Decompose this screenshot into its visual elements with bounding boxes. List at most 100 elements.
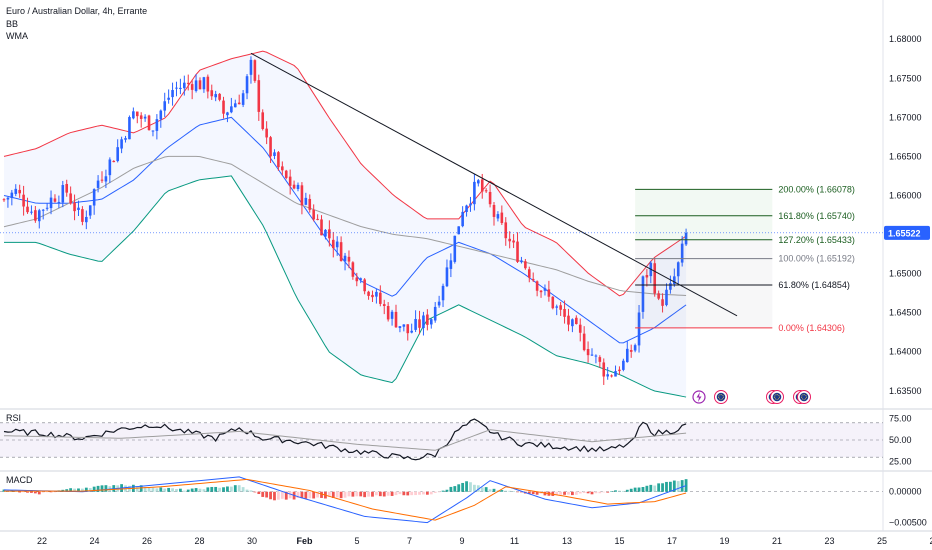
candle bbox=[6, 197, 10, 208]
price-tick-label: 1.67500 bbox=[889, 73, 922, 83]
trendline-line bbox=[250, 52, 738, 317]
event-icon-stars bbox=[718, 394, 724, 400]
macd-histogram-bar bbox=[288, 491, 292, 499]
candle-body bbox=[390, 311, 394, 319]
macd-histogram-bar bbox=[2, 489, 6, 492]
macd-histogram-bar bbox=[179, 488, 182, 492]
macd-histogram-bar bbox=[449, 486, 453, 492]
candle bbox=[112, 160, 116, 163]
candle-body bbox=[684, 232, 688, 245]
candle bbox=[249, 56, 253, 84]
macd-histogram-bar bbox=[139, 485, 143, 492]
macd-histogram-bar bbox=[563, 491, 566, 495]
candle bbox=[194, 74, 198, 93]
candle bbox=[179, 78, 182, 95]
macd-histogram-bar bbox=[492, 488, 496, 492]
macd-histogram-bar bbox=[672, 480, 676, 492]
candle bbox=[324, 229, 327, 240]
macd-histogram-bar bbox=[45, 491, 49, 493]
candle bbox=[186, 74, 190, 91]
candle-body bbox=[571, 319, 574, 327]
macd-histogram-bar bbox=[657, 483, 661, 492]
candle bbox=[641, 275, 645, 319]
macd-histogram-bar bbox=[618, 490, 621, 492]
macd-histogram-bar bbox=[88, 488, 92, 492]
candle bbox=[88, 205, 92, 219]
fib-extension[interactable]: 200.00% (1.66078) 161.80% (1.65740) 127.20… bbox=[635, 184, 855, 333]
macd-histogram-bar bbox=[218, 487, 221, 492]
candle bbox=[128, 115, 131, 140]
bollinger-bands bbox=[3, 50, 687, 398]
candle-body bbox=[394, 311, 398, 328]
candle bbox=[379, 285, 382, 307]
macd-histogram-bar bbox=[84, 487, 88, 492]
candle-body bbox=[14, 188, 18, 194]
macd-histogram-bar bbox=[574, 491, 578, 495]
candle bbox=[429, 318, 433, 329]
candle bbox=[492, 202, 496, 226]
macd-histogram-bar bbox=[488, 489, 492, 492]
candle bbox=[245, 74, 249, 100]
candle-body bbox=[296, 184, 300, 189]
macd-histogram-bar bbox=[571, 491, 574, 496]
candle bbox=[277, 150, 280, 171]
candle bbox=[308, 194, 312, 213]
candle-body bbox=[163, 101, 167, 111]
event-icon-flag bbox=[799, 392, 809, 402]
trendline[interactable] bbox=[250, 52, 738, 317]
candle-body bbox=[206, 76, 210, 92]
candle bbox=[167, 89, 170, 104]
macd-histogram-bar bbox=[100, 485, 104, 492]
indicator-bb-label[interactable]: BB bbox=[6, 19, 19, 29]
wma-polyline bbox=[3, 155, 687, 296]
macd-histogram-bar bbox=[22, 491, 25, 493]
macd-histogram-bar bbox=[245, 489, 249, 492]
candle-body bbox=[26, 206, 29, 213]
candle-body bbox=[543, 288, 547, 291]
macd-histogram-bar bbox=[320, 491, 323, 498]
macd-histogram-bar bbox=[543, 491, 547, 496]
candle bbox=[433, 302, 437, 323]
macd-histogram-bar bbox=[233, 485, 237, 492]
candle bbox=[343, 252, 347, 271]
macd-histogram-bar bbox=[65, 489, 69, 492]
candle-body bbox=[398, 326, 402, 328]
candle bbox=[535, 280, 539, 297]
candle-body bbox=[269, 137, 272, 157]
macd-histogram-bar bbox=[53, 491, 57, 493]
candle bbox=[657, 290, 660, 301]
candle-body bbox=[132, 111, 135, 119]
candle-body bbox=[57, 201, 61, 203]
candle-body bbox=[112, 160, 116, 163]
fib-zone-upper bbox=[635, 189, 773, 240]
candle bbox=[394, 304, 398, 328]
event-icon-flag bbox=[772, 392, 782, 402]
candle-body bbox=[49, 197, 53, 209]
indicator-wma-label[interactable]: WMA bbox=[6, 31, 28, 41]
macd-histogram-bar bbox=[394, 491, 398, 496]
candle-body bbox=[598, 357, 602, 362]
candle-body bbox=[477, 180, 480, 184]
candle bbox=[135, 111, 139, 124]
candle bbox=[124, 135, 127, 143]
macd-histogram-bar bbox=[590, 491, 594, 495]
candle-body bbox=[484, 190, 488, 192]
macd-histogram-bar bbox=[429, 491, 433, 495]
macd-histogram-bar bbox=[602, 491, 606, 493]
candle bbox=[41, 208, 45, 220]
macd-histogram-bar bbox=[476, 485, 480, 492]
macd-histogram-bar bbox=[135, 486, 139, 492]
macd-histogram-bar bbox=[155, 488, 159, 492]
fib-level-label: 127.20% (1.65433) bbox=[778, 235, 855, 245]
time-tick-label: 24 bbox=[89, 536, 99, 546]
candle-body bbox=[210, 90, 214, 97]
candle bbox=[2, 198, 6, 202]
macd-histogram-bar bbox=[30, 491, 33, 493]
candle bbox=[284, 169, 288, 180]
candle bbox=[512, 234, 515, 249]
candle bbox=[147, 114, 151, 131]
candle-body bbox=[512, 240, 515, 243]
candle-body bbox=[414, 318, 417, 330]
macd-histogram-bar bbox=[308, 491, 312, 499]
